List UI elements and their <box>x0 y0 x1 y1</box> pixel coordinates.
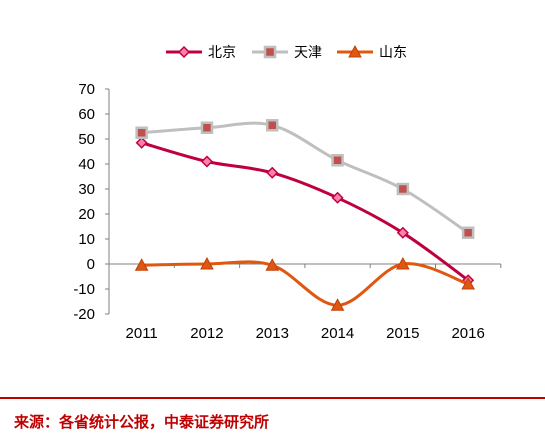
y-tick-label: 60 <box>78 106 95 123</box>
series-line <box>141 141 469 282</box>
source-divider <box>0 397 545 399</box>
legend-label: 北京 <box>208 45 236 61</box>
data-point <box>200 256 214 270</box>
x-tick-label: 2013 <box>256 325 289 342</box>
series-line <box>141 260 469 307</box>
data-point <box>266 166 279 179</box>
plot-area <box>134 119 475 311</box>
data-point <box>331 191 344 204</box>
legend-marker <box>263 45 277 59</box>
y-tick-label: 0 <box>87 256 95 273</box>
x-tick-label: 2014 <box>321 325 354 342</box>
legend-item: 北京 <box>166 45 236 61</box>
y-tick-label: 70 <box>78 81 95 98</box>
x-tick-label: 2015 <box>386 325 419 342</box>
legend: 北京 天津 山东 <box>166 44 407 61</box>
data-point <box>396 226 409 239</box>
data-point <box>135 136 148 149</box>
data-point <box>461 276 475 290</box>
y-tick-label: 10 <box>78 231 95 248</box>
legend-item: 山东 <box>337 44 407 61</box>
data-point <box>134 258 149 271</box>
legend-item: 天津 <box>252 45 322 61</box>
legend-label: 天津 <box>294 45 322 61</box>
y-tick-label: 30 <box>78 181 95 198</box>
x-axis: 2011 2012 2013 2014 2015 2016 <box>108 263 502 342</box>
legend-marker <box>348 44 362 58</box>
legend-marker <box>177 45 191 59</box>
legend-label: 山东 <box>379 45 407 61</box>
source-note: 来源：各省统计公报，中泰证券研究所 <box>14 413 270 431</box>
series-3 <box>134 256 475 311</box>
data-point <box>266 119 279 132</box>
y-tick-label: 40 <box>78 156 95 173</box>
x-tick-label: 2011 <box>126 325 158 342</box>
y-tick-label: -10 <box>73 281 95 298</box>
data-point <box>396 256 410 270</box>
y-tick-label: 50 <box>78 131 95 148</box>
series-line <box>141 121 469 235</box>
data-point <box>330 298 345 311</box>
y-tick-label: -20 <box>73 306 95 323</box>
data-point <box>200 155 214 168</box>
data-point <box>396 182 410 196</box>
data-point <box>331 154 344 167</box>
data-point <box>265 258 280 271</box>
series-1 <box>135 136 475 287</box>
y-axis: 70 60 50 40 30 20 10 0 -10 -20 <box>73 81 110 323</box>
data-point <box>135 126 148 139</box>
x-tick-label: 2016 <box>451 325 484 342</box>
series-2 <box>135 119 475 239</box>
data-point <box>200 121 214 134</box>
x-tick-label: 2012 <box>190 325 223 342</box>
y-tick-label: 20 <box>78 206 95 223</box>
data-point <box>461 226 475 239</box>
